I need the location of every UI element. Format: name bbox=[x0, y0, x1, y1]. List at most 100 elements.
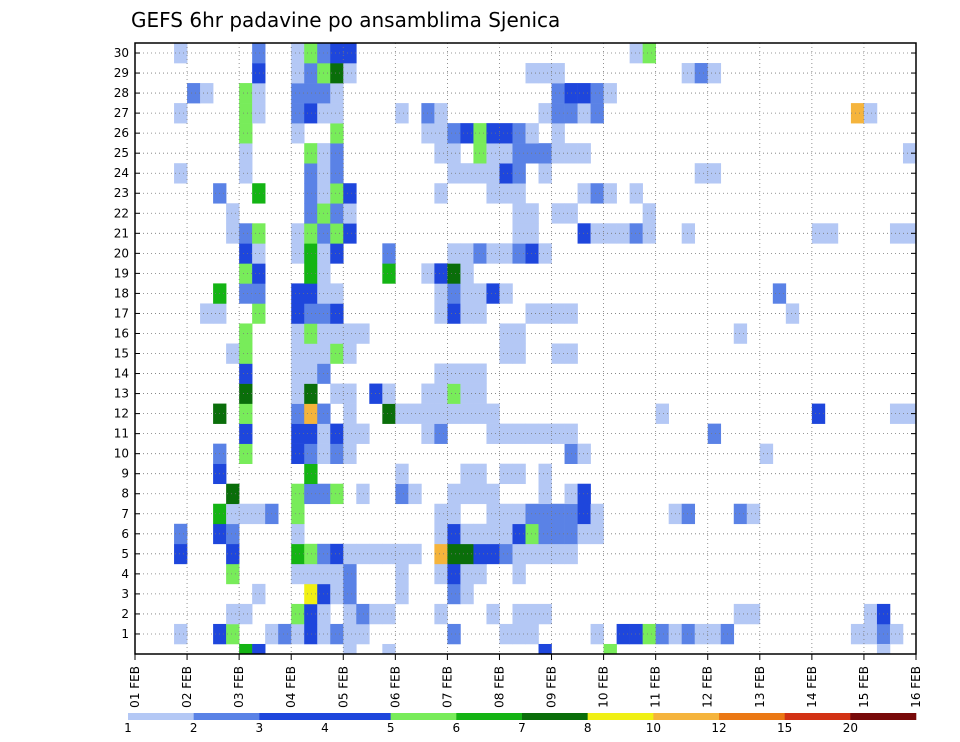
heatmap-cell bbox=[473, 303, 487, 324]
heatmap-cell bbox=[395, 543, 409, 565]
heatmap-cell bbox=[343, 63, 357, 84]
heatmap-cell bbox=[603, 183, 617, 204]
heatmap-cell bbox=[382, 383, 396, 404]
heatmap-cell bbox=[330, 243, 344, 264]
heatmap-cell bbox=[499, 143, 513, 164]
heatmap-cell bbox=[694, 623, 709, 645]
x-tick-label: 16 FEB bbox=[909, 666, 923, 708]
plot-frame bbox=[134, 42, 917, 655]
legend-swatch bbox=[193, 713, 260, 720]
x-tick-label: 14 FEB bbox=[805, 666, 819, 708]
heatmap-cell bbox=[694, 63, 709, 84]
heatmap-cell bbox=[252, 243, 266, 264]
heatmap-cell bbox=[291, 543, 305, 565]
heatmap-cell bbox=[538, 543, 552, 565]
heatmap-cell bbox=[226, 523, 240, 545]
y-tick-label: 29 bbox=[114, 66, 129, 80]
heatmap-cell bbox=[486, 603, 500, 625]
heatmap-cell bbox=[421, 263, 435, 284]
heatmap-cell bbox=[590, 623, 604, 645]
heatmap-cell bbox=[590, 103, 604, 124]
heatmap-cell bbox=[902, 223, 917, 244]
heatmap-cell bbox=[499, 623, 513, 645]
heatmap-cell bbox=[252, 183, 266, 204]
heatmap-cell bbox=[226, 503, 240, 525]
heatmap-cell bbox=[473, 543, 487, 565]
heatmap-cell bbox=[538, 423, 552, 444]
heatmap-cell bbox=[200, 83, 214, 104]
heatmap-cell bbox=[395, 103, 409, 124]
legend-swatch bbox=[784, 713, 851, 720]
heatmap-cell bbox=[603, 223, 617, 244]
heatmap-cell bbox=[577, 223, 591, 244]
heatmap-cell bbox=[577, 503, 591, 525]
heatmap-cell bbox=[629, 623, 643, 645]
heatmap-cell bbox=[304, 103, 318, 124]
heatmap-cell bbox=[330, 343, 344, 364]
heatmap-cell bbox=[473, 363, 487, 384]
heatmap-cell bbox=[330, 123, 344, 144]
heatmap-cell bbox=[499, 283, 513, 304]
heatmap-cell bbox=[356, 323, 370, 344]
heatmap-cell bbox=[239, 443, 253, 464]
heatmap-cell bbox=[304, 423, 318, 444]
y-tick-label: 13 bbox=[114, 387, 129, 401]
heatmap-cell bbox=[226, 203, 240, 224]
heatmap-cell bbox=[590, 503, 604, 525]
heatmap-cell bbox=[681, 223, 696, 244]
heatmap-cell bbox=[642, 203, 656, 224]
heatmap-cell bbox=[304, 183, 318, 204]
heatmap-cell bbox=[538, 103, 552, 124]
heatmap-cell bbox=[382, 403, 396, 424]
heatmap-cell bbox=[291, 323, 305, 344]
heatmap-cell bbox=[330, 423, 344, 444]
heatmap-cell bbox=[486, 403, 500, 424]
heatmap-cell bbox=[655, 403, 669, 424]
legend-label: 3 bbox=[256, 721, 264, 735]
heatmap-cell bbox=[499, 183, 513, 204]
heatmap-cell bbox=[642, 223, 656, 244]
heatmap-cell bbox=[551, 423, 565, 444]
y-tick-label: 11 bbox=[114, 427, 129, 441]
heatmap-cell bbox=[447, 483, 461, 505]
heatmap-cell bbox=[486, 283, 500, 304]
heatmap-cell bbox=[447, 543, 461, 565]
heatmap-cell bbox=[434, 283, 448, 304]
heatmap-cell bbox=[395, 483, 409, 505]
heatmap-cell bbox=[252, 83, 266, 104]
heatmap-cell bbox=[239, 383, 253, 404]
heatmap-cell bbox=[330, 323, 344, 344]
x-tick-label: 10 FEB bbox=[597, 666, 611, 708]
x-tick-label: 08 FEB bbox=[492, 666, 506, 708]
heatmap-cell bbox=[395, 463, 409, 485]
heatmap-cell bbox=[538, 483, 552, 505]
heatmap-cell bbox=[304, 483, 318, 505]
heatmap-cell bbox=[304, 403, 318, 424]
heatmap-cell bbox=[642, 43, 656, 64]
heatmap-cell bbox=[174, 543, 188, 565]
y-tick-label: 27 bbox=[114, 106, 129, 120]
heatmap-cell bbox=[395, 563, 409, 585]
heatmap-cell bbox=[863, 103, 878, 124]
x-tick-label: 13 FEB bbox=[753, 666, 767, 708]
heatmap-cell bbox=[590, 83, 604, 104]
heatmap-cell bbox=[421, 103, 435, 124]
heatmap-cell bbox=[226, 483, 240, 505]
heatmap-cell bbox=[473, 163, 487, 184]
heatmap-cell bbox=[239, 343, 253, 364]
x-tick-label: 06 FEB bbox=[388, 666, 402, 708]
heatmap-cell bbox=[291, 523, 305, 545]
heatmap-cell bbox=[785, 303, 800, 324]
heatmap-cell bbox=[629, 183, 643, 204]
heatmap-cell bbox=[486, 503, 500, 525]
heatmap-cell bbox=[499, 163, 513, 184]
heatmap-cell bbox=[343, 343, 357, 364]
heatmap-cell bbox=[473, 283, 487, 304]
heatmap-cell bbox=[577, 83, 591, 104]
heatmap-cell bbox=[252, 583, 266, 605]
heatmap-cell bbox=[239, 423, 253, 444]
heatmap-cell bbox=[525, 303, 539, 324]
legend-label: 1 bbox=[124, 721, 132, 735]
heatmap-cell bbox=[330, 183, 344, 204]
